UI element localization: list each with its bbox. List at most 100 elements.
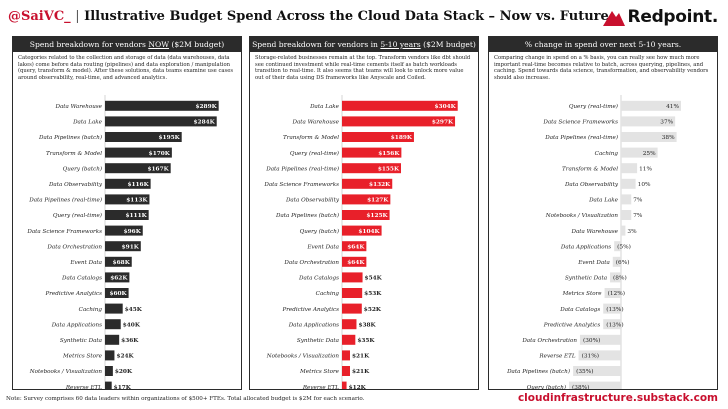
bar — [621, 225, 626, 236]
data-label: $297K — [432, 120, 454, 126]
bar — [342, 366, 350, 376]
bar — [105, 256, 132, 267]
bar — [342, 334, 356, 345]
bar — [342, 147, 402, 158]
category-label: Data Orchestration — [283, 260, 339, 266]
data-label: $111K — [125, 213, 147, 219]
category-label: Data Observability — [48, 182, 103, 188]
category-label: Data Orchestration — [521, 338, 577, 344]
category-label: Synthetic Data — [565, 276, 607, 282]
category-label: Event Data — [306, 244, 339, 250]
category-label: Query (real-time) — [569, 103, 618, 110]
chart-future: Data Lake $304K Data Warehouse $297K Transfo… — [263, 95, 458, 389]
data-label: $40K — [123, 322, 141, 328]
data-label: $116K — [127, 182, 149, 188]
category-label: Data Observability — [285, 198, 340, 204]
bar — [573, 366, 621, 376]
data-label: 7% — [633, 213, 643, 219]
chart-change: Query (real-time) 41% Data Science Framewo… — [506, 95, 681, 389]
data-label: (8%) — [613, 275, 627, 282]
bar — [342, 178, 393, 189]
panel-description: Categories related to the collection and… — [18, 55, 234, 81]
bar — [621, 116, 676, 127]
data-label: $17K — [114, 385, 132, 389]
category-label: Data Science Frameworks — [263, 182, 339, 188]
category-label: Data Warehouse — [54, 104, 102, 110]
bar — [105, 178, 151, 189]
data-label: 7% — [633, 198, 643, 204]
bar — [342, 210, 390, 220]
data-label: (6%) — [616, 259, 630, 266]
data-label: $54K — [365, 276, 383, 282]
data-label: (35%) — [576, 368, 593, 375]
bar — [342, 100, 458, 111]
bar — [105, 303, 123, 314]
data-label: $38K — [358, 322, 376, 328]
bar — [342, 194, 391, 205]
category-label: Data Warehouse — [570, 229, 618, 235]
bar — [105, 194, 150, 205]
data-label: $113K — [126, 198, 148, 204]
data-label: $127K — [367, 198, 389, 204]
category-label: Reverse ETL — [538, 354, 575, 360]
category-label: Caching — [595, 151, 619, 157]
category-label: Caching — [79, 307, 103, 313]
author-handle[interactable]: @SaiVC_ — [8, 9, 71, 24]
category-label: Data Lake — [588, 198, 619, 204]
data-label: $68K — [113, 260, 131, 266]
data-label: $156K — [378, 151, 400, 157]
category-label: Data Pipelines (batch) — [38, 134, 102, 141]
bar — [621, 178, 636, 189]
title-text: Illustrative Budget Spend Across the Clo… — [84, 9, 609, 24]
bar — [342, 225, 382, 236]
bar — [621, 147, 658, 158]
data-label: (5%) — [617, 243, 631, 250]
category-label: Query (real-time) — [53, 212, 102, 219]
data-label: $91K — [122, 244, 140, 250]
bar — [105, 225, 143, 236]
bar — [105, 272, 130, 283]
panel-header-text: Spend breakdown for vendors in — [252, 40, 381, 49]
category-label: Transform & Model — [283, 135, 339, 141]
data-label: $189K — [391, 135, 413, 141]
data-label: (12%) — [608, 290, 625, 297]
footer-note: Note: Survey comprises 60 data leaders w… — [6, 396, 365, 402]
data-label: $21K — [352, 354, 370, 360]
category-label: Data Catalogs — [559, 307, 600, 313]
category-label: Metrics Store — [299, 369, 340, 375]
panel-now: Spend breakdown for vendors NOW ($2M bud… — [12, 36, 242, 390]
data-label: $284K — [194, 120, 216, 126]
data-label: $35K — [357, 338, 375, 344]
category-label: Data Lake — [309, 104, 340, 110]
bar — [105, 163, 171, 174]
data-label: $52K — [364, 307, 382, 313]
data-label: 25% — [643, 151, 656, 157]
chart-now: Data Warehouse $289K Data Lake $284K Data Pi… — [26, 95, 219, 389]
bar — [105, 381, 112, 389]
data-label: 11% — [639, 166, 652, 172]
bar — [105, 241, 141, 252]
data-label: (31%) — [582, 353, 599, 360]
panel-header-emphasis: 5-10 years — [380, 40, 421, 49]
data-label: $170K — [149, 151, 171, 157]
data-label: $304K — [435, 104, 457, 110]
category-label: Event Data — [69, 260, 102, 266]
data-label: $45K — [125, 307, 143, 313]
bar — [612, 256, 621, 267]
category-label: Predictive Analytics — [44, 291, 102, 297]
bar — [579, 334, 621, 345]
category-label: Notebooks / Visualization — [29, 369, 103, 375]
bar — [105, 350, 115, 361]
data-label: $64K — [347, 244, 365, 250]
bar — [105, 100, 219, 111]
category-label: Data Warehouse — [291, 120, 339, 126]
title-separator: | — [75, 9, 80, 24]
category-label: Data Catalogs — [61, 276, 102, 282]
data-label: (38%) — [572, 384, 589, 389]
data-label: $12K — [349, 385, 367, 389]
footer-url[interactable]: cloudinfrastructure.substack.com — [517, 392, 718, 404]
category-label: Data Pipelines (batch) — [275, 212, 339, 219]
category-label: Event Data — [577, 260, 610, 266]
bar — [342, 381, 347, 389]
panel-header-emphasis: NOW — [148, 40, 170, 49]
